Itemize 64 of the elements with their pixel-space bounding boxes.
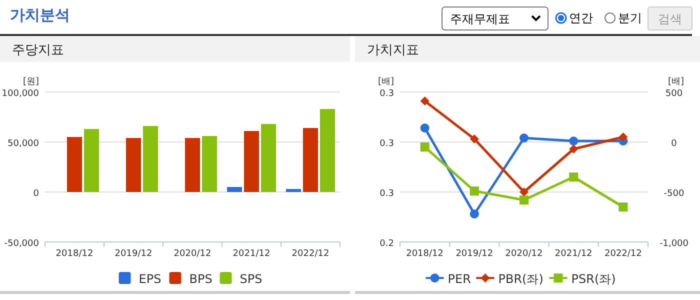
bar xyxy=(261,124,276,192)
button: 검색 xyxy=(648,6,692,30)
point xyxy=(618,202,628,212)
x-tick-label: 2022/12 xyxy=(292,249,330,259)
y2-tick-label: 500 xyxy=(665,89,683,99)
chart-title: 주당지표 xyxy=(12,43,64,58)
y-tick-label: -50,000 xyxy=(4,239,40,249)
y-tick-label: 0.3 xyxy=(380,89,394,99)
x-tick-label: 2021/12 xyxy=(554,249,592,259)
point xyxy=(470,134,479,144)
x-tick-label: 2020/12 xyxy=(174,249,212,259)
chart-title: 가치지표 xyxy=(367,43,419,58)
text: 연간 xyxy=(569,11,593,25)
legend-label: PER xyxy=(448,272,471,286)
bar xyxy=(84,129,99,192)
legend-label: PSR(좌) xyxy=(571,272,616,286)
bar xyxy=(244,131,259,192)
x-tick-label: 2018/12 xyxy=(56,249,94,259)
x-tick-label: 2018/12 xyxy=(406,249,444,259)
x-tick-label: 2021/12 xyxy=(232,249,270,259)
point xyxy=(618,132,628,142)
point xyxy=(470,210,479,218)
x-tick-label: 2022/12 xyxy=(604,249,642,259)
point xyxy=(470,186,479,196)
bar xyxy=(303,128,318,192)
legend-label: EPS xyxy=(138,272,162,286)
point xyxy=(520,134,528,142)
y-tick-label: 0 xyxy=(33,189,40,199)
point xyxy=(569,144,578,154)
point xyxy=(520,196,528,204)
x-tick-label: 2020/12 xyxy=(505,249,543,259)
y-tick-label: 0.2 xyxy=(380,239,394,249)
y-axis-title: [원] xyxy=(23,77,40,87)
y-axis-title: [배] xyxy=(378,77,394,87)
y-tick-label: 0.3 xyxy=(380,139,394,149)
bar xyxy=(126,138,141,192)
bar xyxy=(202,136,217,192)
point xyxy=(520,188,528,196)
y2-axis-title: [배] xyxy=(668,77,684,87)
point xyxy=(569,136,578,146)
legend-label: SPS xyxy=(240,272,262,286)
text: 분기 xyxy=(618,11,642,25)
point xyxy=(420,96,430,106)
point xyxy=(569,172,578,182)
y-tick-label: 100,000 xyxy=(2,89,40,99)
text: 가치분석 xyxy=(10,6,70,24)
x-tick-label: 2019/12 xyxy=(114,249,152,259)
legend-label: PBR(좌) xyxy=(498,272,544,286)
legend-label: BPS xyxy=(189,272,212,286)
x-tick-label: 2019/12 xyxy=(456,249,494,259)
bar xyxy=(67,137,82,192)
bar xyxy=(227,187,242,192)
y2-tick-label: 0 xyxy=(671,139,678,149)
y2-tick-label: -1,000 xyxy=(659,239,689,249)
bar xyxy=(185,138,200,192)
dropdown-field: 주재무제표 xyxy=(442,6,548,30)
point xyxy=(420,124,430,132)
bar xyxy=(286,189,301,192)
point xyxy=(420,142,430,152)
y2-tick-label: -500 xyxy=(664,189,684,199)
bar xyxy=(143,126,158,192)
bar xyxy=(320,109,335,192)
y-tick-label: 0.3 xyxy=(380,189,394,199)
y-tick-label: 50,000 xyxy=(8,139,40,149)
